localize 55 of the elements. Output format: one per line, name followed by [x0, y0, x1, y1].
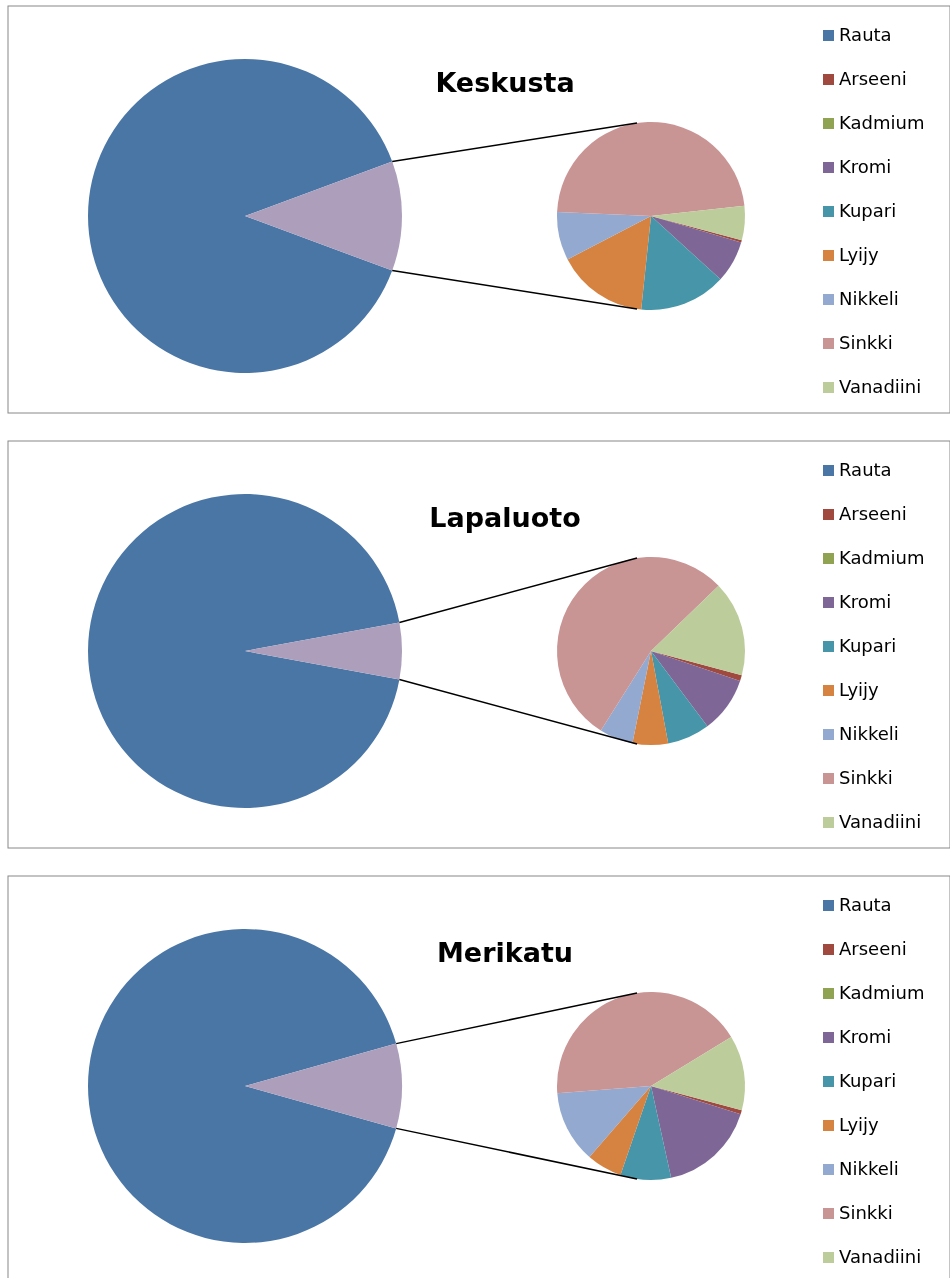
pie-slice	[557, 557, 719, 731]
legend-label: Sinkki	[839, 1202, 893, 1223]
pie-slice	[651, 651, 742, 681]
legend-label: Lyijy	[839, 1114, 880, 1135]
pie-slice	[651, 585, 745, 676]
legend-label: Nikkeli	[839, 723, 899, 744]
legend-label: Kromi	[839, 156, 892, 177]
pie-slice	[88, 929, 397, 1243]
chart-title: Merikatu	[436, 937, 574, 968]
legend-label: Rauta	[839, 894, 892, 915]
legend-label: Kromi	[839, 1026, 892, 1047]
legend-label: Kromi	[839, 591, 892, 612]
pie-slice	[620, 1086, 672, 1180]
pie-slice	[651, 216, 742, 280]
pie-slice	[88, 494, 400, 808]
legend-label: Kupari	[839, 200, 897, 221]
legend-label: Nikkeli	[839, 1158, 899, 1179]
legend-label: Kadmium	[839, 112, 925, 133]
legend-label: Kadmium	[839, 982, 925, 1003]
legend-label: Nikkeli	[839, 288, 899, 309]
legend-label: Lyijy	[839, 244, 880, 265]
legend-label: Lyijy	[839, 679, 880, 700]
pie-slice	[632, 651, 669, 745]
pie-slice	[600, 651, 651, 744]
chart-title: Keskusta	[435, 67, 575, 98]
legend-label: Rauta	[839, 24, 892, 45]
pie-slice	[589, 1086, 651, 1175]
legend-label: Kadmium	[839, 547, 925, 568]
legend-label: Sinkki	[839, 767, 893, 788]
pie-slice	[88, 59, 393, 373]
pie-slice	[557, 122, 745, 216]
pie-slice	[651, 1036, 745, 1111]
pie-slice	[567, 216, 651, 310]
pie-slice	[557, 992, 732, 1094]
legend-label: Arseeni	[839, 503, 907, 524]
pie-slice	[245, 622, 402, 680]
pie-slice	[557, 1086, 651, 1158]
legend-label: Kupari	[839, 635, 897, 656]
pie-slice	[641, 216, 721, 310]
pie-slice	[557, 212, 651, 260]
legend-label: Vanadiini	[839, 376, 922, 397]
legend-label: Kupari	[839, 1070, 897, 1091]
pie-slice	[651, 205, 745, 241]
chart-title: Lapaluoto	[429, 502, 581, 533]
pie-slice	[245, 161, 402, 271]
legend-label: Vanadiini	[839, 811, 922, 832]
legend-label: Vanadiini	[839, 1246, 922, 1267]
pie-slice	[651, 651, 708, 744]
legend-label: Arseeni	[839, 68, 907, 89]
legend-label: Arseeni	[839, 938, 907, 959]
legend-label: Sinkki	[839, 332, 893, 353]
pie-slice	[651, 1086, 741, 1178]
legend-label: Rauta	[839, 459, 892, 480]
pie-slice	[651, 651, 741, 727]
pie-slice	[245, 1043, 402, 1129]
